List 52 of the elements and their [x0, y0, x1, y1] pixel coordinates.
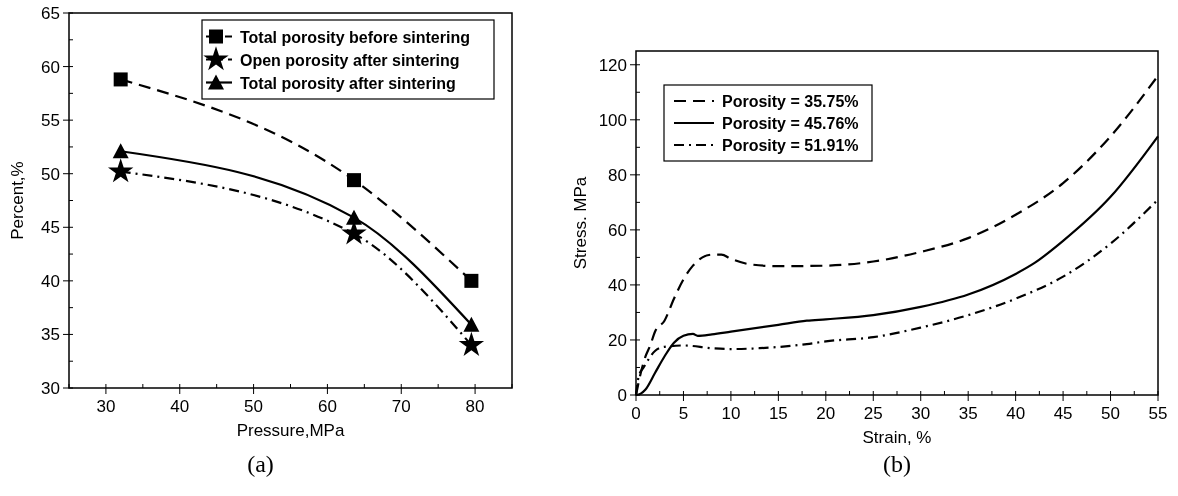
x-tick-label: 35 — [958, 404, 978, 423]
text: (a) — [247, 451, 274, 477]
x-axis-title: Strain, % — [862, 428, 932, 447]
y-tick-label: 55 — [41, 111, 60, 131]
x-tick-label: 45 — [1053, 404, 1073, 423]
y-tick-label: 80 — [608, 165, 627, 185]
y-axis-title: Percent,% — [8, 161, 27, 240]
legend-label: Porosity = 51.91% — [722, 137, 859, 154]
y-tick-label: 60 — [608, 220, 627, 240]
x-tick-label: 25 — [863, 404, 883, 423]
x-tick-label: 15 — [768, 404, 788, 423]
legend-label: Open porosity after sintering — [240, 51, 460, 69]
x-axis-title: Pressure,MPa — [236, 421, 345, 440]
point — [113, 72, 128, 87]
x-tick-label: 55 — [1148, 404, 1168, 423]
x-tick-label: 20 — [816, 404, 836, 423]
x-tick-label: 40 — [1006, 404, 1026, 423]
x-tick-label: 30 — [96, 397, 116, 416]
y-tick-label: 40 — [41, 271, 60, 291]
x-tick-label: 80 — [465, 397, 485, 416]
legend-label: Porosity = 35.75% — [722, 93, 859, 110]
x-tick-label: 70 — [391, 397, 411, 416]
point — [464, 273, 479, 288]
point — [347, 173, 361, 188]
y-tick-label: 45 — [41, 218, 60, 238]
y-tick-label: 120 — [598, 55, 627, 75]
legend-label: Total porosity before sintering — [240, 28, 470, 46]
point — [458, 331, 485, 356]
x-tick-label: 60 — [317, 397, 337, 416]
point — [112, 143, 129, 159]
point — [463, 316, 480, 332]
y-tick-label: 30 — [41, 379, 60, 398]
x-tick-label: 50 — [244, 397, 264, 416]
x-tick-label: 30 — [911, 404, 931, 423]
x-tick-label: 0 — [631, 404, 641, 423]
y-tick-label: 50 — [41, 164, 60, 184]
x-tick-label: 10 — [721, 404, 741, 423]
point — [346, 209, 362, 225]
y-tick-label: 20 — [608, 330, 627, 350]
y-tick-label: 60 — [41, 57, 60, 77]
legend-label: Porosity = 45.76% — [722, 115, 859, 132]
y-tick-label: 65 — [41, 4, 60, 23]
y-tick-label: 40 — [608, 275, 627, 295]
point — [107, 158, 134, 183]
y-tick-label: 35 — [41, 325, 60, 345]
x-tick-label: 40 — [170, 397, 190, 416]
x-tick-label: 5 — [678, 404, 689, 423]
y-axis-title: Stress. MPa — [571, 176, 590, 270]
x-tick-label: 50 — [1101, 404, 1121, 423]
legend-label: Total porosity after sintering — [240, 74, 456, 92]
y-tick-label: 100 — [598, 110, 627, 130]
text: (b) — [883, 451, 911, 477]
